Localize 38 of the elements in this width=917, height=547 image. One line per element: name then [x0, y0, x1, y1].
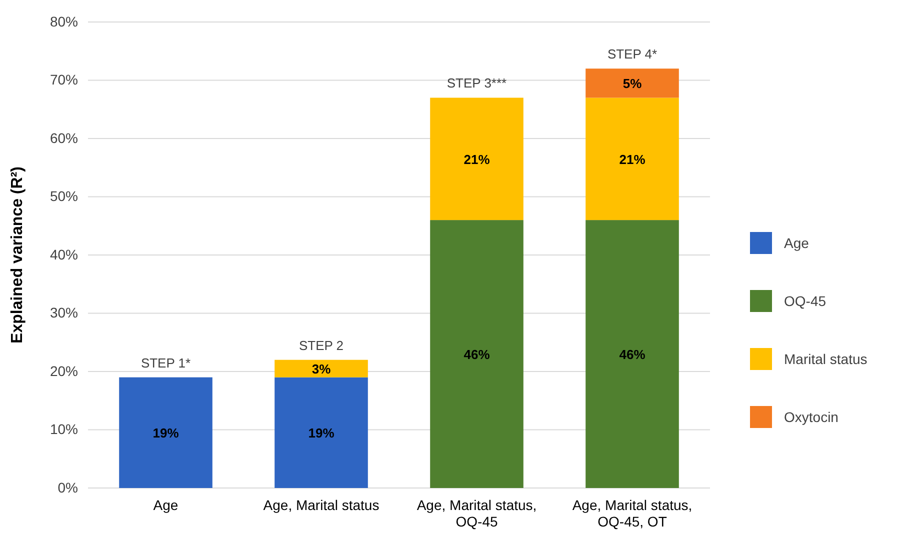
y-tick-label: 10%	[50, 421, 78, 438]
y-tick-label: 70%	[50, 72, 78, 88]
bar	[586, 220, 679, 488]
legend-label: Marital status	[784, 351, 868, 367]
data-label: 46%	[464, 347, 490, 362]
y-tick-label: 0%	[58, 479, 78, 496]
bar	[586, 68, 679, 98]
data-label: 19%	[152, 426, 180, 441]
bar	[274, 377, 368, 488]
bar	[430, 98, 524, 220]
x-tick-label: Age, Marital status	[263, 496, 380, 513]
data-label: 21%	[464, 152, 490, 167]
data-label: 46%	[619, 347, 646, 362]
bar	[586, 98, 679, 220]
x-tick-label: Age, Marital status, OQ-45, OT	[572, 496, 692, 530]
x-tick-label: Age, Marital status, OQ-45	[416, 496, 537, 530]
data-label: 19%	[308, 426, 335, 441]
data-label: 21%	[619, 152, 646, 167]
bar	[430, 220, 524, 488]
annotation: STEP 1*	[140, 355, 191, 370]
bar	[274, 360, 368, 378]
data-label: 3%	[312, 362, 332, 377]
data-label: 5%	[622, 76, 642, 92]
y-tick-label: 60%	[50, 130, 78, 146]
annotation: STEP 2	[298, 338, 344, 353]
y-tick-label: 80%	[50, 13, 78, 30]
annotation: STEP 3***	[446, 76, 507, 91]
y-tick-label: 50%	[50, 188, 78, 204]
y-tick-label: 30%	[50, 304, 78, 321]
legend-label: Age	[784, 235, 810, 251]
y-tick-label: 20%	[50, 362, 78, 379]
annotation: STEP 4*	[607, 46, 658, 62]
x-tick-label: Age	[153, 496, 178, 513]
y-axis-title: Explained variance (R²)	[9, 166, 26, 344]
legend-label: Oxytocin	[784, 409, 838, 425]
bar	[119, 377, 212, 488]
legend-label: OQ-45	[784, 293, 826, 309]
y-tick-label: 40%	[50, 246, 78, 262]
